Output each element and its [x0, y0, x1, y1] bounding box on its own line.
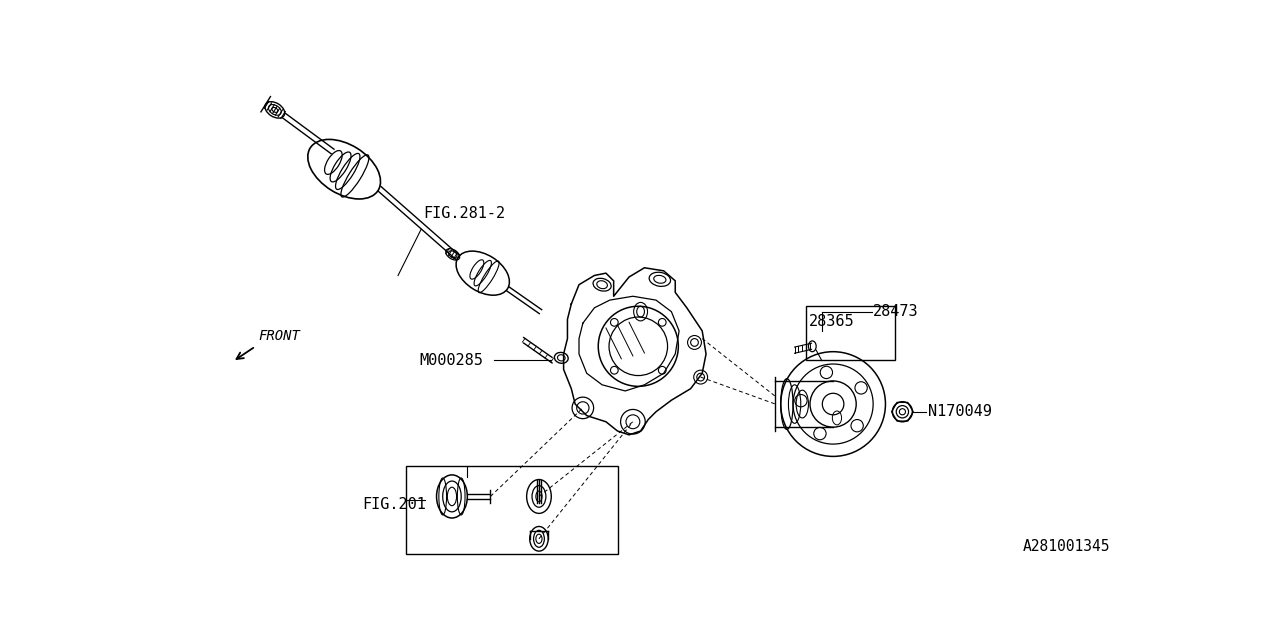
Text: 28365: 28365: [809, 314, 854, 329]
Text: FIG.201: FIG.201: [362, 497, 426, 511]
Text: FIG.281-2: FIG.281-2: [424, 206, 506, 221]
Text: A281001345: A281001345: [1023, 539, 1110, 554]
Text: M000285: M000285: [420, 353, 484, 367]
Text: N170049: N170049: [928, 404, 992, 419]
Text: 28473: 28473: [873, 304, 919, 319]
Bar: [406, 466, 617, 554]
Bar: [806, 307, 895, 360]
Text: FRONT: FRONT: [257, 330, 300, 343]
